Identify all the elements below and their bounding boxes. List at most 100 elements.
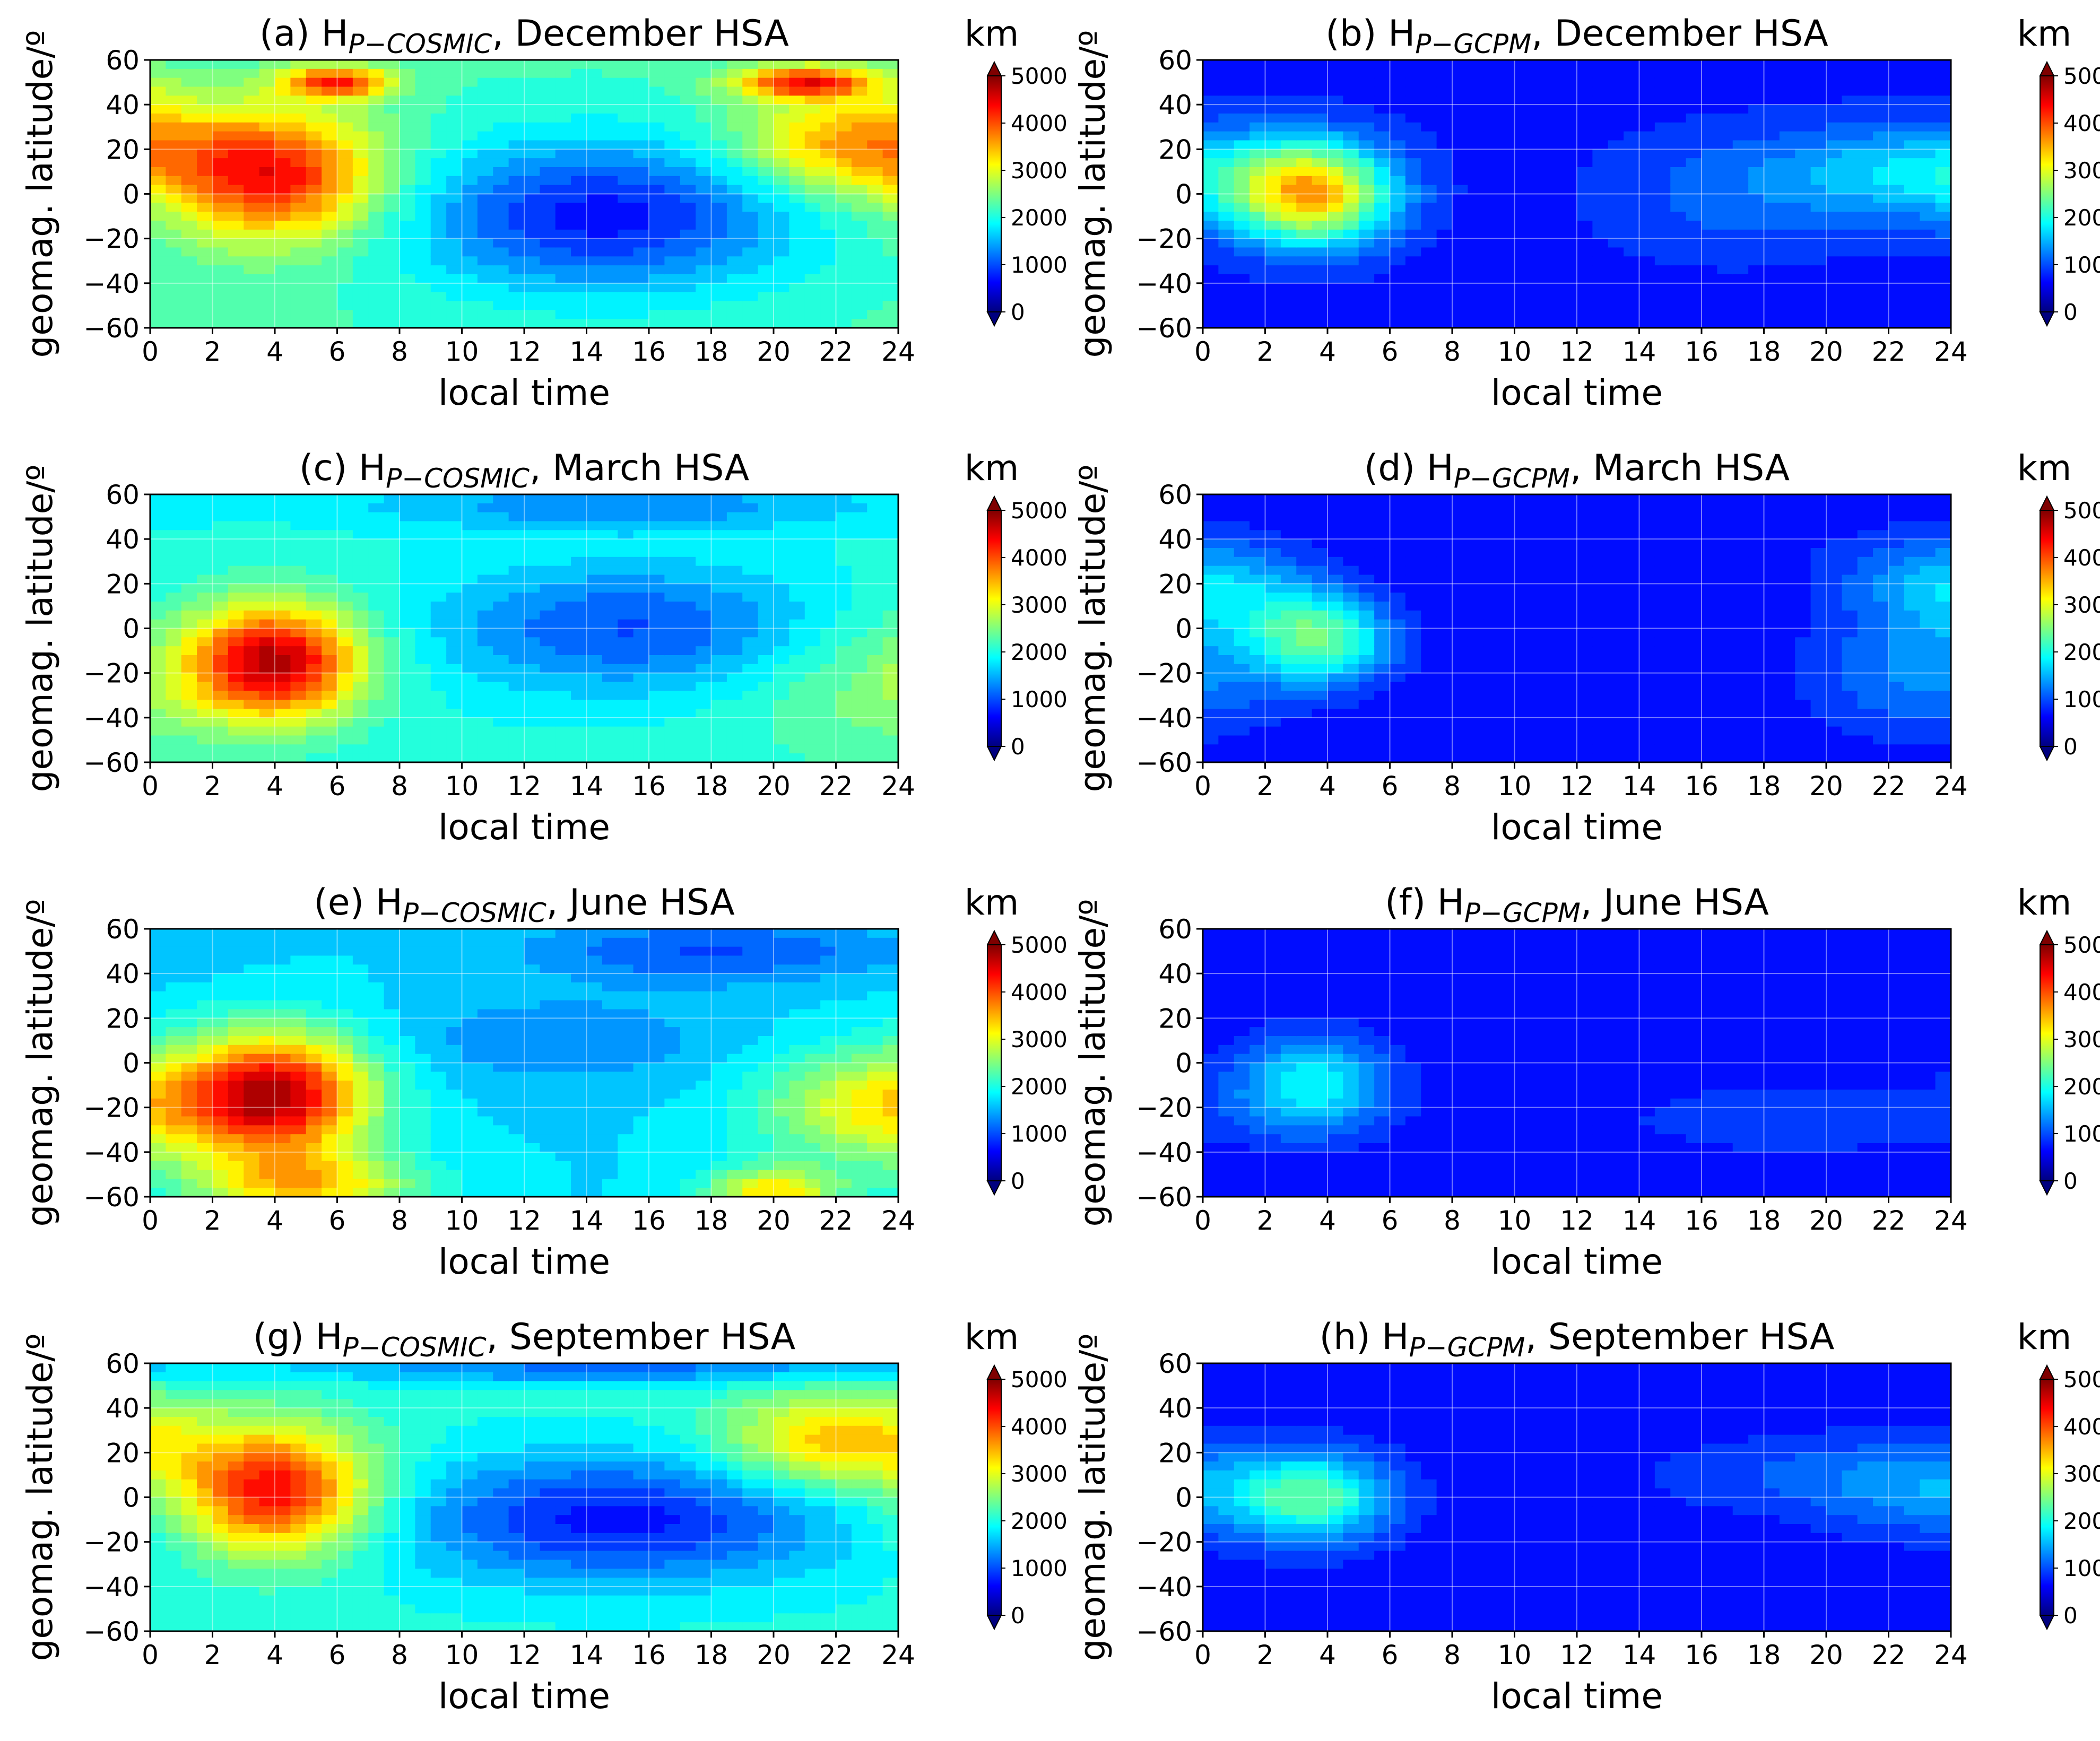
heatmap-cell: [197, 565, 213, 576]
y-tick-label: 20: [106, 134, 140, 165]
heatmap-cell: [462, 77, 478, 88]
heatmap-cell: [1296, 221, 1313, 230]
heatmap-cell: [337, 229, 353, 239]
heatmap-cell: [337, 673, 353, 683]
heatmap-cell: [415, 274, 431, 284]
heatmap-cell: [1810, 212, 1827, 221]
heatmap-cell: [259, 203, 275, 212]
heatmap-cell: [836, 602, 852, 611]
heatmap-cell: [430, 229, 447, 239]
heatmap-cell: [493, 673, 509, 683]
heatmap-cell: [664, 565, 681, 576]
heatmap-cell: [166, 610, 182, 620]
heatmap-cell: [1296, 602, 1313, 611]
heatmap-cell: [1826, 319, 1843, 328]
heatmap-cell: [181, 149, 197, 159]
heatmap-cell: [306, 114, 322, 123]
heatmap-cell: [275, 319, 291, 328]
heatmap-cell: [664, 256, 681, 266]
heatmap-cell: [415, 221, 431, 230]
heatmap-cell: [1390, 203, 1406, 212]
heatmap-cell: [1343, 593, 1359, 602]
heatmap-cell: [571, 140, 587, 150]
heatmap-cell: [742, 637, 759, 647]
heatmap-cell: [1873, 60, 1889, 69]
heatmap-cell: [150, 301, 167, 311]
heatmap-cell: [508, 664, 525, 674]
heatmap-cell: [726, 735, 743, 745]
heatmap-cell: [430, 735, 447, 745]
heatmap-cell: [524, 158, 541, 168]
heatmap-cell: [851, 185, 868, 195]
heatmap-cell: [1670, 95, 1687, 105]
heatmap-cell: [618, 682, 634, 692]
heatmap-cell: [804, 753, 821, 763]
heatmap-cell: [1374, 95, 1391, 105]
heatmap-cell: [836, 256, 852, 266]
heatmap-cell: [197, 655, 213, 665]
heatmap-cell: [804, 301, 821, 311]
heatmap-cell: [197, 503, 213, 513]
heatmap-cell: [1358, 530, 1375, 539]
heatmap-cell: [1935, 114, 1951, 123]
heatmap-cell: [1826, 274, 1843, 284]
heatmap-cell: [851, 221, 868, 230]
heatmap-cell: [1826, 283, 1843, 293]
heatmap-cell: [1764, 158, 1780, 168]
heatmap-cell: [851, 610, 868, 620]
heatmap-cell: [555, 744, 571, 754]
heatmap-cell: [1358, 95, 1375, 105]
heatmap-cell: [1327, 700, 1344, 709]
heatmap-cell: [337, 593, 353, 602]
heatmap-cell: [275, 212, 291, 221]
heatmap-cell: [1857, 95, 1873, 105]
heatmap-cell: [368, 131, 385, 141]
heatmap-cell: [1670, 122, 1687, 132]
heatmap-cell: [446, 610, 463, 620]
heatmap-cell: [540, 95, 556, 105]
heatmap-cell: [1624, 149, 1640, 159]
heatmap-cell: [275, 735, 291, 745]
heatmap-cell: [1795, 140, 1811, 150]
heatmap-cell: [181, 60, 197, 69]
heatmap-cell: [462, 619, 478, 629]
heatmap-cell: [571, 185, 587, 195]
heatmap-cell: [197, 521, 213, 531]
heatmap-cell: [368, 176, 385, 186]
heatmap-cell: [1592, 131, 1609, 141]
heatmap-cell: [742, 140, 759, 150]
heatmap-cell: [696, 203, 712, 212]
heatmap-cell: [1904, 247, 1921, 257]
heatmap-cell: [664, 717, 681, 727]
heatmap-cell: [571, 238, 587, 248]
heatmap-cell: [1327, 283, 1344, 293]
heatmap-cell: [1920, 95, 1936, 105]
heatmap-cell: [197, 709, 213, 718]
heatmap-cell: [508, 548, 525, 558]
heatmap-cell: [1343, 212, 1359, 221]
heatmap-cell: [244, 77, 260, 88]
heatmap-cell: [166, 691, 182, 700]
heatmap-cell: [804, 593, 821, 602]
heatmap-cell: [774, 628, 790, 638]
heatmap-cell: [1873, 131, 1889, 141]
heatmap-cell: [680, 185, 696, 195]
heatmap-cell: [1358, 709, 1375, 718]
heatmap-cell: [1577, 292, 1593, 302]
heatmap-cell: [1358, 265, 1375, 275]
heatmap-cell: [1608, 292, 1624, 302]
heatmap-cell: [150, 682, 167, 692]
heatmap-cell: [384, 310, 400, 319]
heatmap-cell: [524, 602, 541, 611]
heatmap-cell: [166, 131, 182, 141]
heatmap-cell: [337, 319, 353, 328]
heatmap-cell: [1343, 185, 1359, 195]
heatmap-cell: [649, 105, 665, 114]
heatmap-cell: [384, 274, 400, 284]
heatmap-cell: [306, 556, 322, 567]
heatmap-cell: [1343, 167, 1359, 177]
heatmap-cell: [150, 494, 167, 504]
heatmap-cell: [166, 86, 182, 97]
heatmap-cell: [150, 60, 167, 69]
heatmap-cell: [493, 86, 509, 97]
